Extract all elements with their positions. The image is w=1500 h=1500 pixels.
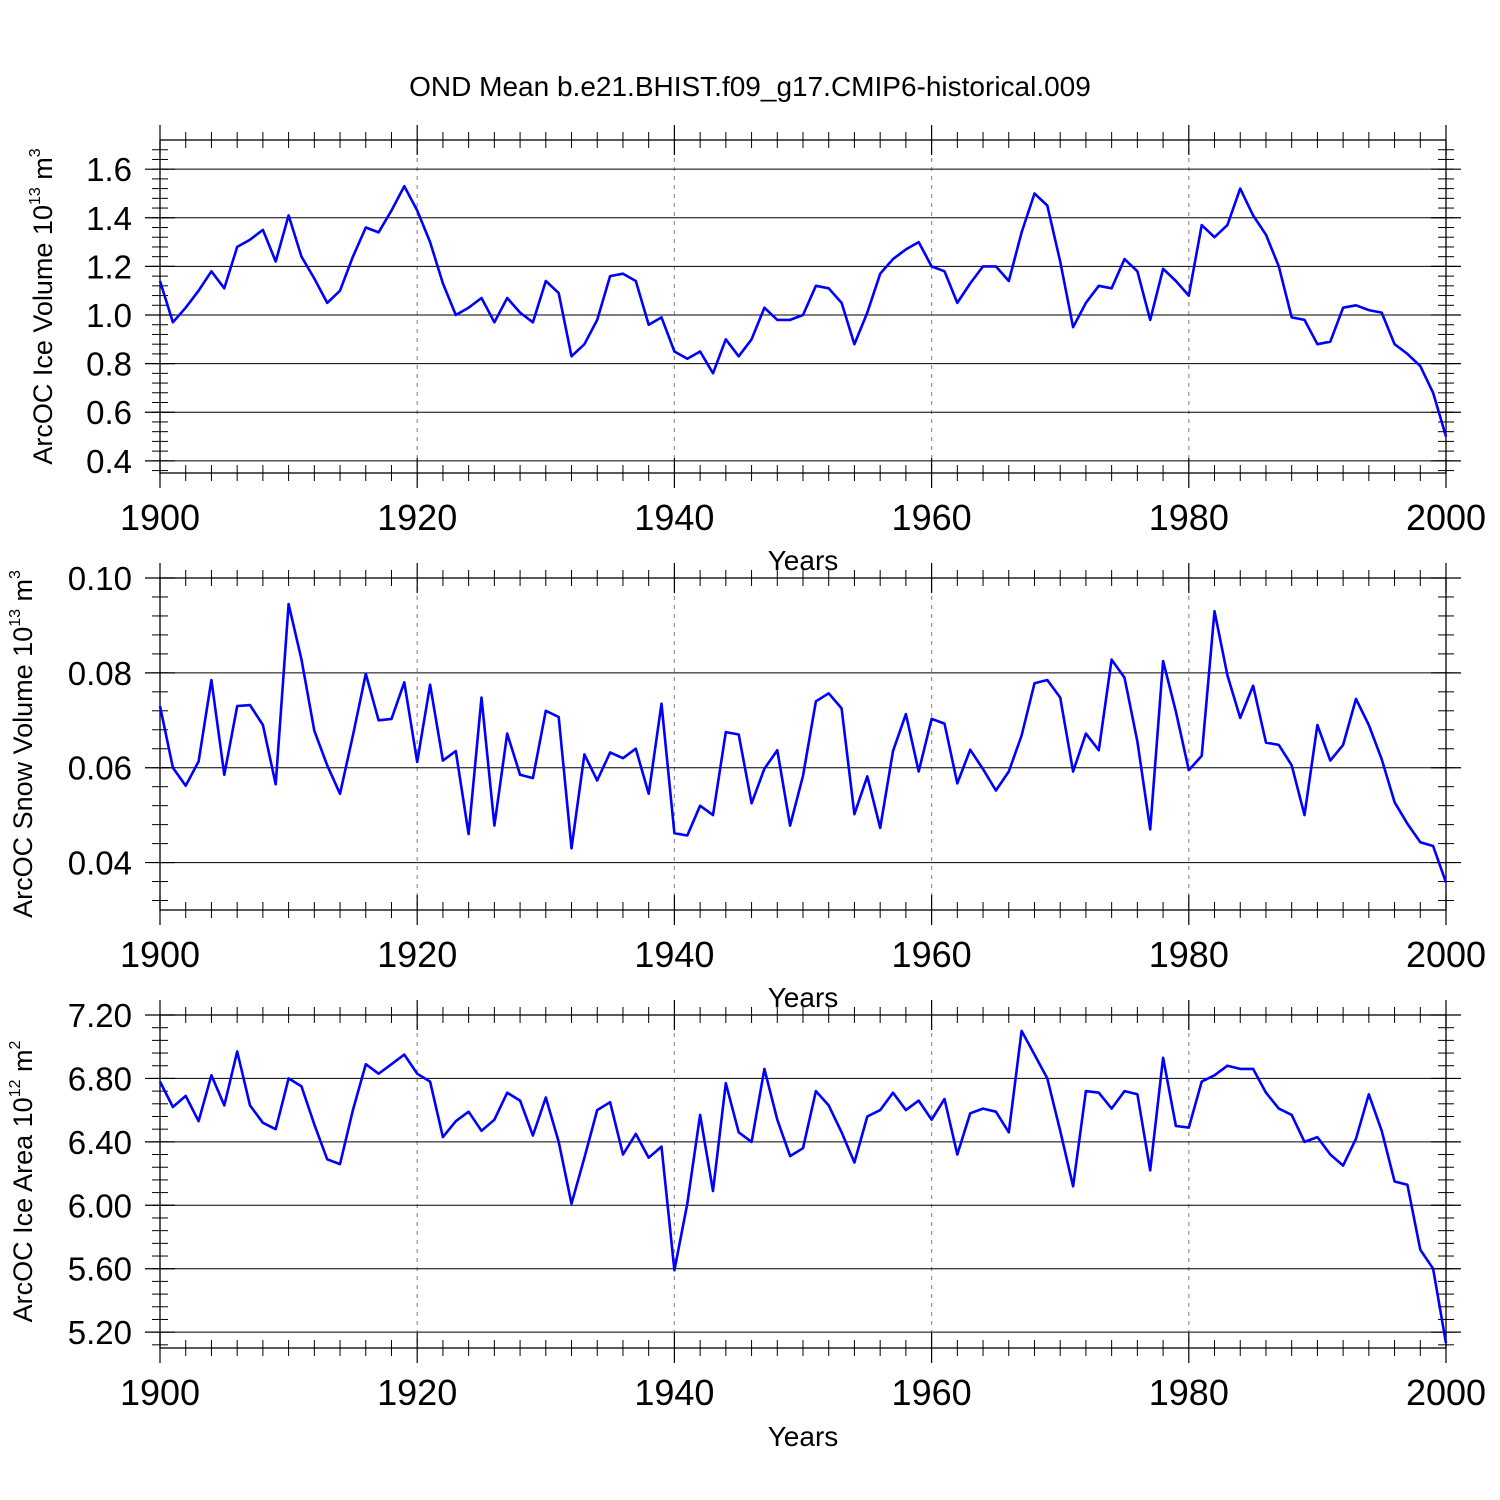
y-axis-label: ArcOC Ice Area 1012 m2: [7, 1041, 38, 1323]
y-axis-label-exponent: 13: [7, 609, 24, 627]
x-tick-label: 1920: [377, 1372, 457, 1413]
chart-title: OND Mean b.e21.BHIST.f09_g17.CMIP6-histo…: [409, 71, 1091, 102]
y-axis-label-exponent: 12: [7, 1079, 24, 1097]
x-tick-label: 2000: [1406, 497, 1486, 538]
x-tick-label: 1900: [120, 497, 200, 538]
x-tick-label: 1900: [120, 934, 200, 975]
y-tick-label: 0.10: [68, 560, 132, 597]
x-tick-label: 1940: [634, 934, 714, 975]
y-tick-label: 1.6: [86, 151, 132, 188]
y-tick-label: 6.00: [68, 1187, 132, 1224]
y-axis-label-unit: m: [8, 1050, 38, 1080]
y-axis-label-unit-exponent: 3: [7, 570, 24, 579]
plot-frame: [159, 577, 1447, 911]
y-axis-label-unit: m: [28, 157, 58, 187]
series-line-ice-volume: [158, 184, 1448, 437]
x-tick-label: 1920: [377, 497, 457, 538]
y-tick-label: 7.20: [68, 997, 132, 1034]
x-tick-label: 1940: [634, 497, 714, 538]
y-tick-label: 0.6: [86, 394, 132, 431]
y-tick-label: 5.60: [68, 1251, 132, 1288]
y-tick-label: 6.40: [68, 1124, 132, 1161]
y-axis-label-exponent: 13: [27, 187, 44, 205]
y-tick-label: 6.80: [68, 1060, 132, 1097]
panel-ice-area: 5.20 5.60 6.00 6.40 6.80 7.20 1900 1920 1940 1960…: [7, 997, 1486, 1452]
y-axis-label: ArcOC Snow Volume 1013 m3: [7, 570, 38, 918]
plot-frame: [159, 139, 1447, 474]
y-axis-label-text: ArcOC Ice Volume 10: [28, 205, 58, 465]
panel-snow-volume: 0.04 0.06 0.08 0.10 1900 1920 1940 1960 1980 2000…: [7, 560, 1486, 1013]
y-tick-label: 5.20: [68, 1314, 132, 1351]
y-tick-label: 1.4: [86, 200, 132, 237]
x-axis-label: Years: [768, 1421, 839, 1452]
x-tick-label: 1980: [1149, 1372, 1229, 1413]
plot-frame: [159, 1014, 1447, 1349]
y-axis-label-text: ArcOC Snow Volume 10: [8, 627, 38, 918]
y-tick-label: 0.06: [68, 750, 132, 787]
x-tick-label: 2000: [1406, 934, 1486, 975]
x-tick-label: 1920: [377, 934, 457, 975]
y-tick-label: 0.08: [68, 655, 132, 692]
y-tick-label: 0.8: [86, 346, 132, 383]
series-line-snow-volume: [158, 602, 1448, 883]
panel-ice-volume: 0.4 0.6 0.8 1.0 1.2 1.4 1.6 1900 1920 1940 1960 198…: [27, 125, 1486, 576]
series-line-ice-area: [158, 1029, 1448, 1344]
y-tick-label: 1.0: [86, 297, 132, 334]
x-tick-label: 1960: [892, 934, 972, 975]
y-tick-label: 1.2: [86, 248, 132, 285]
x-tick-label: 1940: [634, 1372, 714, 1413]
x-tick-label: 1980: [1149, 934, 1229, 975]
x-tick-label: 1960: [892, 497, 972, 538]
y-axis-label-unit-exponent: 2: [7, 1041, 24, 1050]
x-tick-label: 1960: [892, 1372, 972, 1413]
y-axis-label: ArcOC Ice Volume 1013 m3: [27, 148, 58, 464]
y-axis-label-text: ArcOC Ice Area 10: [8, 1097, 38, 1322]
panels: 0.4 0.6 0.8 1.0 1.2 1.4 1.6 1900 1920 1940 1960 198…: [7, 125, 1486, 1452]
y-axis-label-unit-exponent: 3: [27, 148, 44, 157]
x-tick-label: 2000: [1406, 1372, 1486, 1413]
y-tick-label: 0.4: [86, 443, 132, 480]
x-tick-label: 1900: [120, 1372, 200, 1413]
y-tick-label: 0.04: [68, 845, 132, 882]
x-tick-label: 1980: [1149, 497, 1229, 538]
y-axis-label-unit: m: [8, 579, 38, 609]
